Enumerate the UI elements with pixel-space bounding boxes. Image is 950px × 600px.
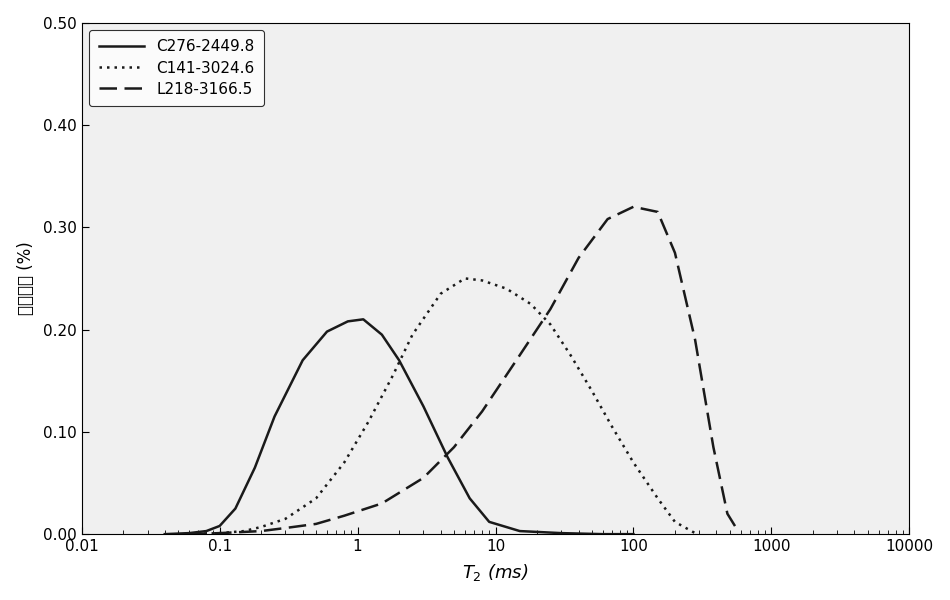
Y-axis label: 孔隙分量 (%): 孔隙分量 (%) <box>17 242 34 315</box>
C276-2449.8 <box>269 413 280 420</box>
L218-3166.5 <box>311 520 322 527</box>
C141-3024.6 <box>363 418 374 425</box>
C141-3024.6 <box>459 275 470 282</box>
C276-2449.8 <box>230 505 241 512</box>
Legend: C276-2449.8, C141-3024.6, L218-3166.5: C276-2449.8, C141-3024.6, L218-3166.5 <box>89 31 264 106</box>
C276-2449.8 <box>376 331 388 338</box>
X-axis label: $T_2$ (ms): $T_2$ (ms) <box>463 562 529 583</box>
L218-3166.5 <box>602 215 614 223</box>
C141-3024.6 <box>256 523 267 530</box>
C276-2449.8 <box>249 464 260 471</box>
L218-3166.5 <box>418 474 429 481</box>
C141-3024.6 <box>669 518 680 526</box>
L218-3166.5 <box>652 208 663 215</box>
C276-2449.8 <box>556 530 567 537</box>
L218-3166.5 <box>183 530 195 538</box>
L218-3166.5 <box>448 443 460 451</box>
C276-2449.8 <box>418 403 429 410</box>
C141-3024.6 <box>652 495 663 502</box>
C141-3024.6 <box>214 530 225 537</box>
C276-2449.8 <box>484 518 495 526</box>
L218-3166.5 <box>722 510 733 517</box>
C276-2449.8 <box>342 318 353 325</box>
C141-3024.6 <box>501 285 512 292</box>
C276-2449.8 <box>464 495 475 502</box>
L218-3166.5 <box>544 305 556 313</box>
L218-3166.5 <box>477 408 488 415</box>
C141-3024.6 <box>477 277 488 284</box>
C141-3024.6 <box>544 321 556 328</box>
C276-2449.8 <box>159 530 170 538</box>
L218-3166.5 <box>733 529 745 536</box>
C276-2449.8 <box>214 523 225 530</box>
L218-3166.5 <box>628 203 639 211</box>
L218-3166.5 <box>514 352 525 359</box>
L218-3166.5 <box>256 527 267 535</box>
C276-2449.8 <box>183 530 195 537</box>
L218-3166.5 <box>690 336 701 343</box>
C276-2449.8 <box>393 356 405 364</box>
C276-2449.8 <box>442 454 453 461</box>
L218-3166.5 <box>376 500 388 507</box>
L218-3166.5 <box>279 524 291 532</box>
L218-3166.5 <box>708 443 719 451</box>
C276-2449.8 <box>200 527 212 535</box>
L218-3166.5 <box>573 254 584 262</box>
C141-3024.6 <box>586 388 598 395</box>
C141-3024.6 <box>525 301 537 308</box>
C276-2449.8 <box>321 328 332 335</box>
Line: L218-3166.5: L218-3166.5 <box>189 207 739 534</box>
C276-2449.8 <box>514 527 525 535</box>
L218-3166.5 <box>669 249 680 256</box>
C141-3024.6 <box>279 515 291 523</box>
C141-3024.6 <box>435 290 446 298</box>
Line: C276-2449.8: C276-2449.8 <box>164 319 634 534</box>
L218-3166.5 <box>214 530 225 537</box>
C141-3024.6 <box>606 423 618 430</box>
C141-3024.6 <box>238 527 250 535</box>
C141-3024.6 <box>387 372 398 379</box>
C141-3024.6 <box>183 530 195 538</box>
L218-3166.5 <box>338 512 350 520</box>
C141-3024.6 <box>407 331 418 338</box>
C141-3024.6 <box>628 459 639 466</box>
C276-2449.8 <box>628 530 639 538</box>
Line: C141-3024.6: C141-3024.6 <box>189 278 695 534</box>
C276-2449.8 <box>598 530 609 538</box>
C141-3024.6 <box>565 352 577 359</box>
C141-3024.6 <box>311 495 322 502</box>
C276-2449.8 <box>297 356 309 364</box>
C276-2449.8 <box>357 316 369 323</box>
C141-3024.6 <box>690 530 701 537</box>
C141-3024.6 <box>338 459 350 466</box>
